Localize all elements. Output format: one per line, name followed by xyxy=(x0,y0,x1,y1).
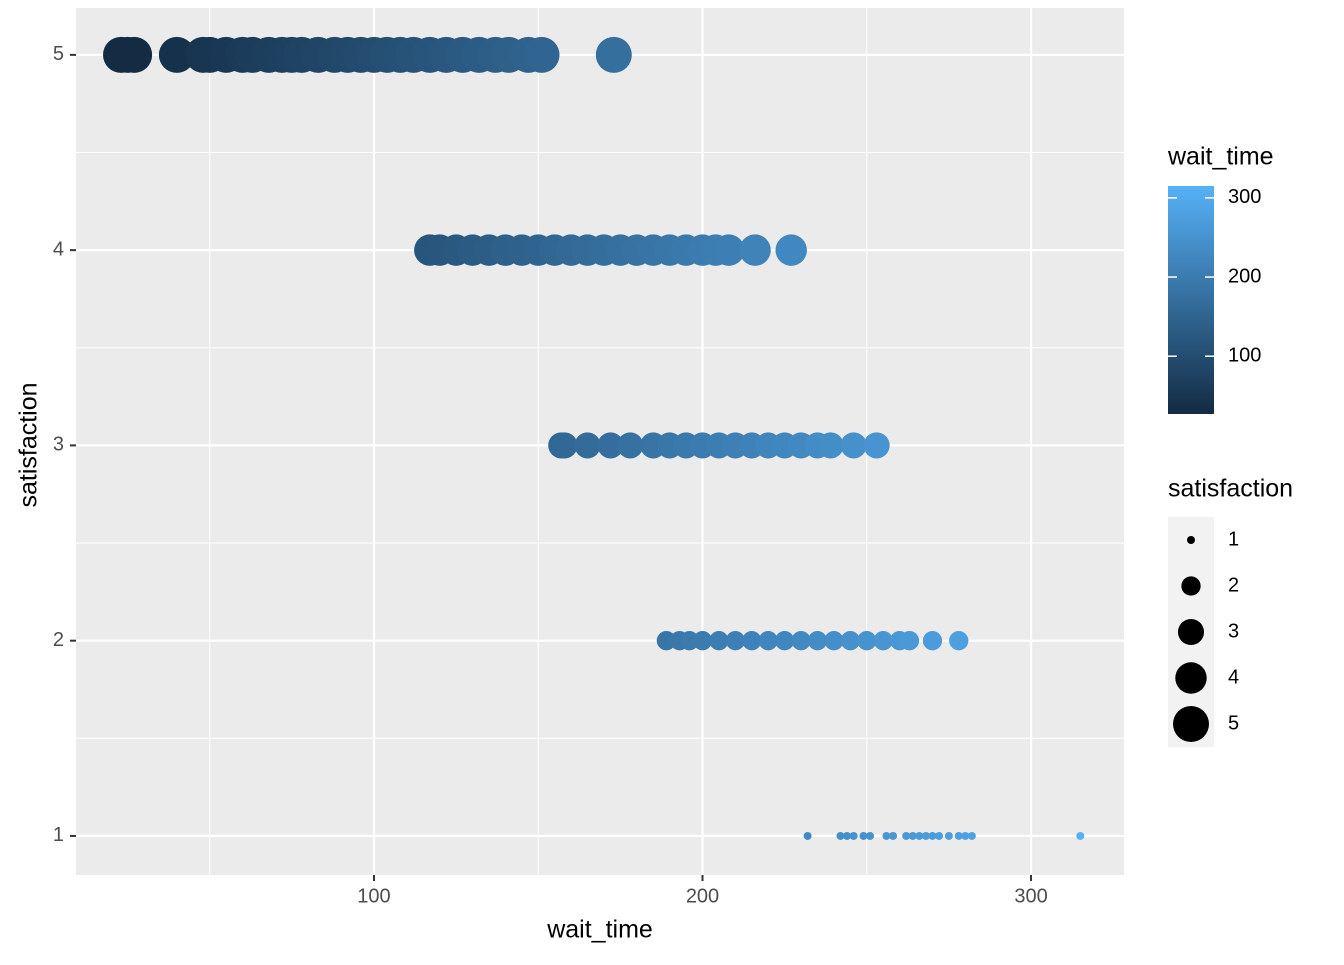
y-tick-label: 1 xyxy=(53,824,64,846)
point xyxy=(836,831,845,840)
point xyxy=(908,831,917,840)
point xyxy=(899,631,920,651)
point xyxy=(843,831,852,840)
point xyxy=(713,234,745,266)
point xyxy=(935,831,944,840)
point xyxy=(692,631,713,651)
point xyxy=(791,631,811,651)
point xyxy=(574,432,601,459)
point xyxy=(922,631,943,651)
point xyxy=(866,831,875,840)
size-legend-label: 4 xyxy=(1228,666,1239,688)
point xyxy=(863,432,890,459)
point xyxy=(739,234,771,266)
point xyxy=(709,631,729,651)
point xyxy=(725,631,745,651)
size-legend-label: 3 xyxy=(1228,620,1239,642)
y-axis-title: satisfaction xyxy=(15,382,43,507)
size-legend-title: satisfaction xyxy=(1168,475,1293,503)
point xyxy=(803,831,812,840)
y-tick-label: 4 xyxy=(53,238,64,260)
size-key xyxy=(1181,576,1201,596)
x-tick-label: 100 xyxy=(357,885,390,907)
point xyxy=(775,234,807,266)
size-legend-label: 2 xyxy=(1228,574,1239,596)
point xyxy=(840,631,860,651)
point xyxy=(928,831,937,840)
point xyxy=(824,631,844,651)
point xyxy=(949,631,969,651)
size-key xyxy=(1177,618,1205,646)
colorbar xyxy=(1168,186,1214,414)
point xyxy=(915,831,924,840)
point xyxy=(944,831,953,840)
point xyxy=(882,831,891,840)
point xyxy=(967,831,976,840)
point xyxy=(774,631,795,651)
point xyxy=(617,432,644,459)
y-tick-label: 5 xyxy=(53,43,64,65)
point xyxy=(902,831,911,840)
size-key xyxy=(1175,662,1207,694)
y-tick-label: 3 xyxy=(53,434,64,456)
point xyxy=(859,831,868,840)
point xyxy=(961,831,970,840)
point xyxy=(857,631,877,651)
point xyxy=(889,831,898,840)
point xyxy=(597,432,624,459)
point xyxy=(1076,831,1085,840)
point xyxy=(116,36,153,73)
point xyxy=(817,432,844,459)
y-tick-label: 2 xyxy=(53,629,64,651)
x-tick-label: 300 xyxy=(1014,885,1047,907)
point xyxy=(523,36,560,73)
point xyxy=(921,831,930,840)
x-tick-label: 200 xyxy=(686,885,719,907)
size-key xyxy=(1173,706,1209,742)
point xyxy=(807,631,828,651)
point xyxy=(758,631,778,651)
color-legend-title: wait_time xyxy=(1167,143,1274,171)
point xyxy=(595,36,632,73)
colorbar-label: 300 xyxy=(1228,186,1261,208)
point xyxy=(849,831,858,840)
size-key xyxy=(1187,536,1195,544)
point xyxy=(551,432,578,459)
x-axis-title: wait_time xyxy=(546,916,653,944)
size-legend-label: 1 xyxy=(1228,528,1239,550)
colorbar-label: 200 xyxy=(1228,265,1261,287)
point xyxy=(158,36,195,73)
point xyxy=(873,631,893,651)
point xyxy=(954,831,963,840)
point xyxy=(742,631,762,651)
size-legend-label: 5 xyxy=(1228,712,1239,734)
colorbar-label: 100 xyxy=(1228,344,1261,366)
point xyxy=(840,432,867,459)
